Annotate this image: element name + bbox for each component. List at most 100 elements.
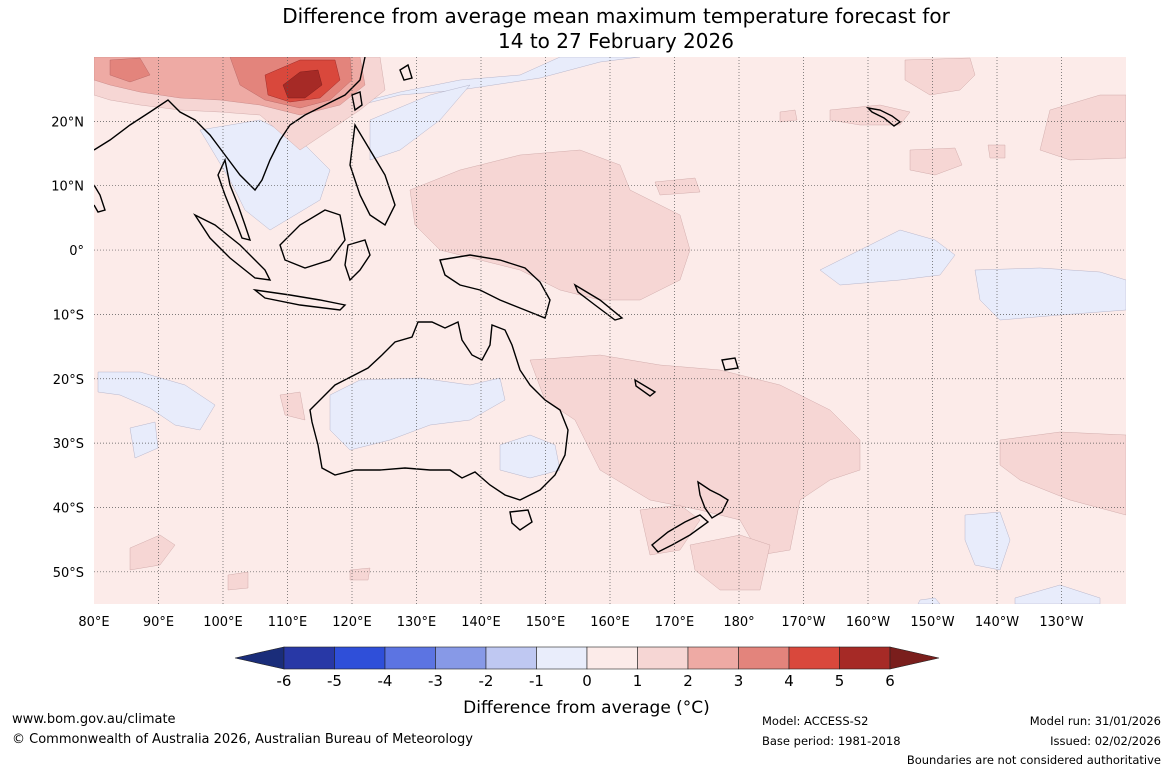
warm-region-small-4 xyxy=(654,177,701,196)
solomon-coast xyxy=(573,283,624,321)
colorbar-tick-label: -2 xyxy=(479,672,494,690)
longitude-label: 120°E xyxy=(332,615,372,630)
japan-coast xyxy=(399,63,413,81)
longitude-label: 140°W xyxy=(975,615,1019,630)
fiji-coast xyxy=(721,357,739,371)
warm-region-small-1 xyxy=(909,147,963,176)
forecast-map: 80°E 90°E 100°E 110°E 120°E 130°E 140°E 150°E 16… xyxy=(51,57,1126,630)
cool-region-australia-east xyxy=(499,434,561,479)
colorbar-swatch xyxy=(485,646,537,670)
colorbar-tick-label: -5 xyxy=(327,672,342,690)
warm-region-small-3 xyxy=(779,109,798,123)
longitude-label: 100°E xyxy=(203,615,243,630)
warm-region-small-6 xyxy=(349,567,371,581)
longitude-label: 170°W xyxy=(781,615,825,630)
chart-title: Difference from average mean maximum tem… xyxy=(0,4,1173,54)
warm3-region-tibet xyxy=(109,57,151,83)
longitude-label: 140°E xyxy=(461,615,501,630)
longitude-label: 160°E xyxy=(590,615,630,630)
latitude-label: 10°N xyxy=(51,180,84,195)
base-period: Base period: 1981-2018 xyxy=(762,734,901,748)
longitude-label: 150°E xyxy=(526,615,566,630)
longitude-label: 110°E xyxy=(268,615,308,630)
colorbar-extend-low xyxy=(234,646,285,670)
colorbar-extend-high xyxy=(889,646,940,670)
warm-region-equatorial-pacific xyxy=(409,149,691,301)
website-link[interactable]: www.bom.gov.au/climate xyxy=(12,712,176,727)
colorbar-swatch xyxy=(788,646,840,670)
title-line-2: 14 to 27 February 2026 xyxy=(498,29,734,53)
boundaries-disclaimer: Boundaries are not considered authoritat… xyxy=(906,753,1161,767)
india-coast xyxy=(94,184,106,213)
anomaly-contours xyxy=(94,57,1126,604)
new-caledonia-coast xyxy=(634,378,657,397)
warm-region-small-2 xyxy=(987,144,1006,159)
latitude-label: 40°S xyxy=(53,501,84,516)
warm-region-south-pacific xyxy=(529,354,861,556)
colorbar-tick-label: 0 xyxy=(582,672,592,690)
cool-region-australia-west xyxy=(329,377,506,451)
warm-region-new-zealand-south xyxy=(689,534,771,591)
copyright-text: © Commonwealth of Australia 2026, Austra… xyxy=(12,732,473,747)
hawaii-coast xyxy=(865,106,902,127)
colorbar-tick-label: 6 xyxy=(885,672,895,690)
tasmania-coast xyxy=(509,509,533,531)
cool-region-east-pacific xyxy=(974,267,1126,321)
title-line-1: Difference from average mean maximum tem… xyxy=(282,4,950,28)
new-guinea-coast xyxy=(439,254,551,319)
colorbar-tick-label: 1 xyxy=(633,672,643,690)
warm-region-small-5 xyxy=(227,571,249,591)
cool-region-southern-ocean xyxy=(964,511,1011,571)
latitude-label: 20°S xyxy=(53,373,84,388)
new-zealand-south-coast xyxy=(651,514,710,553)
longitude-label: 150°W xyxy=(910,615,954,630)
latitude-label: 50°S xyxy=(53,566,84,581)
longitude-label: 130°E xyxy=(397,615,437,630)
new-zealand-north-coast xyxy=(697,480,729,519)
colorbar-swatch xyxy=(586,646,638,670)
cool-region-southern-ocean-3 xyxy=(917,597,941,604)
warm-region-small-7 xyxy=(279,391,306,421)
colorbar-title: Difference from average (°C) xyxy=(463,698,710,718)
java-coast xyxy=(252,288,347,311)
colorbar-tick-label: 5 xyxy=(835,672,845,690)
longitude-label: 90°E xyxy=(143,615,174,630)
latitude-label: 10°S xyxy=(53,308,84,323)
taiwan-coast xyxy=(351,91,363,112)
longitude-label: 80°E xyxy=(78,615,109,630)
borneo-coast xyxy=(279,209,346,269)
warm-region-east-south-pacific xyxy=(999,431,1126,516)
model-run: Model run: 31/01/2026 xyxy=(1029,714,1161,728)
colorbar-tick-label: -4 xyxy=(378,672,393,690)
issued-date: Issued: 02/02/2026 xyxy=(1050,734,1161,748)
colorbar-swatch xyxy=(536,646,588,670)
colorbar-swatch xyxy=(687,646,739,670)
colorbar-swatch xyxy=(334,646,386,670)
colorbar-tick-label: -1 xyxy=(529,672,544,690)
philippines-coast xyxy=(349,122,396,227)
longitude-label: 170°E xyxy=(655,615,695,630)
latitude-label: 0° xyxy=(69,244,84,259)
colorbar-tick-label: -6 xyxy=(277,672,292,690)
warm-region-hawaii xyxy=(829,104,911,126)
colorbar-swatch xyxy=(283,646,335,670)
warm-region-north-pacific-east xyxy=(904,57,976,96)
model-name: Model: ACCESS-S2 xyxy=(762,714,869,728)
cool-region-philippine-sea xyxy=(369,84,471,161)
cool-region-central-pacific xyxy=(819,229,956,286)
longitude-label: 180° xyxy=(723,615,754,630)
cool-region-southern-ocean-2 xyxy=(1014,584,1101,604)
cool-region-indian-ocean-2 xyxy=(129,421,159,459)
warm-region-indian-south xyxy=(129,534,176,571)
asia-mainland-coast xyxy=(94,57,366,192)
latitude-label: 20°N xyxy=(51,115,84,130)
longitude-label: 130°W xyxy=(1039,615,1083,630)
australia-coast xyxy=(309,321,569,501)
colorbar-swatch xyxy=(738,646,790,670)
colorbar-tick-labels: -6 -5 -4 -3 -2 -1 0 1 2 3 4 5 6 xyxy=(277,672,895,690)
longitude-labels: 80°E 90°E 100°E 110°E 120°E 130°E 140°E 150°E 16… xyxy=(78,615,1083,630)
latitude-labels: 20°N 10°N 0° 10°S 20°S 30°S 40°S 50°S xyxy=(51,115,84,580)
cool-region-indian-ocean xyxy=(97,371,216,431)
malay-peninsula-coast xyxy=(217,157,252,241)
colorbar-swatch xyxy=(384,646,436,670)
